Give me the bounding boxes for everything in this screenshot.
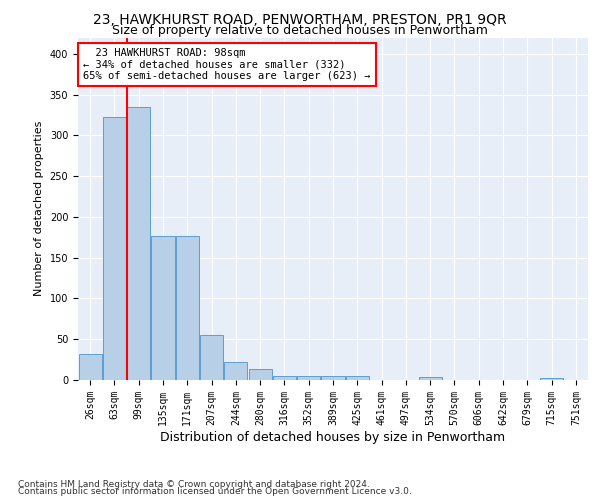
Bar <box>79 354 101 380</box>
Bar <box>176 236 199 380</box>
Text: Size of property relative to detached houses in Penwortham: Size of property relative to detached ho… <box>112 24 488 37</box>
X-axis label: Distribution of detached houses by size in Penwortham: Distribution of detached houses by size … <box>160 430 506 444</box>
Text: Contains public sector information licensed under the Open Government Licence v3: Contains public sector information licen… <box>18 487 412 496</box>
Bar <box>103 116 126 380</box>
Bar <box>297 376 320 380</box>
Bar <box>322 376 344 380</box>
Y-axis label: Number of detached properties: Number of detached properties <box>34 121 44 296</box>
Bar <box>248 368 272 380</box>
Bar <box>200 335 223 380</box>
Bar <box>346 376 369 380</box>
Bar <box>151 236 175 380</box>
Bar <box>419 376 442 380</box>
Bar <box>273 376 296 380</box>
Bar <box>540 378 563 380</box>
Bar <box>127 107 150 380</box>
Text: 23, HAWKHURST ROAD, PENWORTHAM, PRESTON, PR1 9QR: 23, HAWKHURST ROAD, PENWORTHAM, PRESTON,… <box>93 12 507 26</box>
Bar <box>224 362 247 380</box>
Text: 23 HAWKHURST ROAD: 98sqm
← 34% of detached houses are smaller (332)
65% of semi-: 23 HAWKHURST ROAD: 98sqm ← 34% of detach… <box>83 48 371 81</box>
Text: Contains HM Land Registry data © Crown copyright and database right 2024.: Contains HM Land Registry data © Crown c… <box>18 480 370 489</box>
